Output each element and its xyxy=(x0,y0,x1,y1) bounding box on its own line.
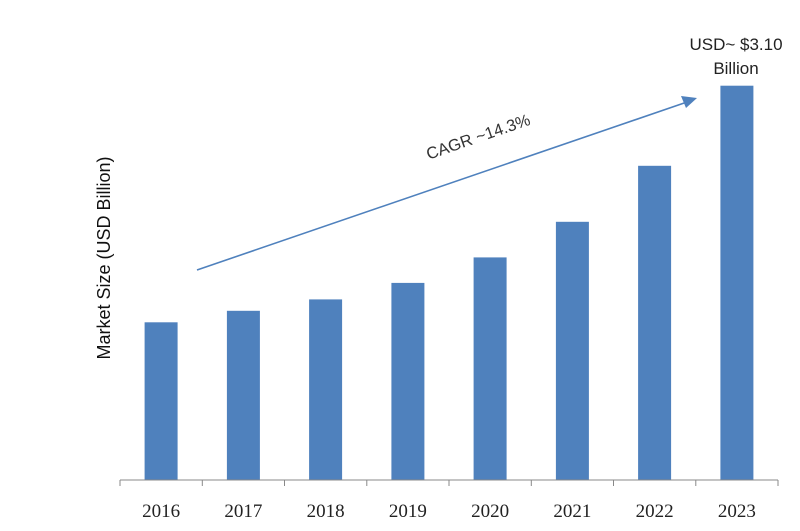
x-tick-label-2020: 2020 xyxy=(471,501,509,522)
x-tick-label-2016: 2016 xyxy=(142,501,180,522)
x-tick-label-2023: 2023 xyxy=(718,501,756,522)
x-axis xyxy=(119,479,779,486)
bar-series xyxy=(144,85,754,481)
bar-2023 xyxy=(720,85,754,480)
cagr-annotation: CAGR ~14.3% xyxy=(424,111,533,164)
bar-2016 xyxy=(144,322,178,480)
cagr-arrow xyxy=(196,96,697,271)
bar-2021 xyxy=(555,221,589,481)
x-tick-label-2017: 2017 xyxy=(224,501,262,522)
bar-2022 xyxy=(638,165,672,481)
x-tick-label-2019: 2019 xyxy=(389,501,427,522)
x-tick-label-2021: 2021 xyxy=(553,501,591,522)
last-value-annotation-line1: USD~ $3.10 xyxy=(689,35,782,54)
last-value-annotation-line2: Billion xyxy=(713,59,758,78)
x-tick-label-2022: 2022 xyxy=(636,501,674,522)
x-tick-labels: 2016 2017 2018 2019 2020 2021 2022 2023 xyxy=(142,501,756,522)
bar-2019 xyxy=(391,282,425,480)
bar-2018 xyxy=(309,299,343,480)
x-tick-label-2018: 2018 xyxy=(307,501,345,522)
bar-2020 xyxy=(473,257,507,480)
y-axis-label: Market Size (USD Billion) xyxy=(94,156,114,359)
bar-2017 xyxy=(226,310,260,480)
